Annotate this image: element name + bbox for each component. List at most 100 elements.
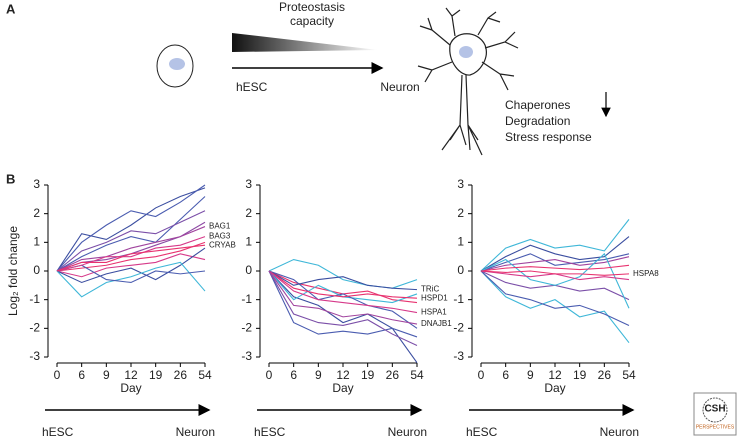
series-line [268, 270, 418, 299]
y-tick-label: -1 [453, 292, 464, 306]
series-line [56, 241, 206, 272]
gradient-wedge [232, 33, 378, 52]
panel-label: B [6, 171, 15, 186]
x-tick-label: 26 [598, 368, 612, 382]
y-tick-label: -1 [29, 292, 40, 306]
series-line [56, 244, 206, 272]
neuron [417, 7, 519, 156]
series-label: HSPD1 [421, 293, 448, 302]
x-tick-label: 9 [103, 368, 110, 382]
start-label: hESC [254, 425, 286, 439]
effect: Stress response [505, 130, 592, 144]
x-tick-label: 19 [361, 368, 375, 382]
y-tick-label: 1 [457, 235, 464, 249]
series-line [480, 256, 630, 272]
series-line [56, 187, 206, 272]
logo [693, 392, 737, 436]
series-line [480, 253, 630, 272]
y-tick-label: -2 [29, 321, 40, 335]
y-tick-label: -2 [241, 321, 252, 335]
x-tick-label: 6 [78, 368, 85, 382]
x-axis-label: Day [120, 381, 141, 395]
series-line [480, 270, 630, 326]
end-label: Neuron [380, 80, 419, 94]
x-tick-label: 9 [527, 368, 534, 382]
series-label: BAG3 [209, 232, 231, 241]
effect: Chaperones [505, 98, 570, 112]
y-tick-label: -1 [241, 292, 252, 306]
x-tick-label: 54 [622, 368, 636, 382]
x-tick-label: 0 [54, 368, 61, 382]
y-tick-label: -3 [241, 349, 252, 363]
series-line [480, 236, 630, 272]
series-line [56, 247, 206, 284]
logo-text: CSH [704, 404, 725, 415]
x-tick-label: 6 [502, 368, 509, 382]
x-tick-label: 19 [149, 368, 163, 382]
title-line: Proteostasis [279, 0, 345, 14]
series-label: BAG1 [209, 222, 231, 231]
x-tick-label: 9 [315, 368, 322, 382]
x-tick-label: 12 [336, 368, 350, 382]
y-tick-label: 0 [245, 263, 252, 277]
y-tick-label: 0 [33, 263, 40, 277]
end-label: Neuron [388, 425, 427, 439]
y-tick-label: -2 [453, 321, 464, 335]
title-line: capacity [290, 14, 334, 28]
y-axis-label: Log₂ fold change [6, 226, 20, 316]
series-line [268, 270, 418, 325]
series-line [268, 270, 418, 291]
series-line [480, 219, 630, 272]
x-axis-label: Day [544, 381, 565, 395]
series-line [56, 261, 206, 298]
end-label: Neuron [176, 425, 215, 439]
y-tick-label: -3 [29, 349, 40, 363]
series-line [56, 253, 206, 278]
series-label: HSPA1 [421, 308, 447, 317]
x-axis-label: Day [332, 381, 353, 395]
x-tick-label: 12 [124, 368, 138, 382]
series-line [56, 210, 206, 272]
series-line [480, 270, 630, 276]
logo-subtext: PERSPECTIVES [696, 424, 735, 430]
nucleus [169, 58, 185, 70]
x-tick-label: 54 [198, 368, 212, 382]
x-tick-label: 0 [478, 368, 485, 382]
y-tick-label: 2 [33, 206, 40, 220]
series-label: TRiC [421, 285, 439, 294]
y-tick-label: 2 [245, 206, 252, 220]
y-tick-label: 3 [245, 177, 252, 191]
logo-ring [702, 397, 728, 423]
start-label: hESC [42, 425, 74, 439]
series-line [56, 236, 206, 272]
x-tick-label: 26 [386, 368, 400, 382]
series-line [56, 226, 206, 272]
y-tick-label: 3 [33, 177, 40, 191]
series-line [480, 264, 630, 272]
series-line [56, 196, 206, 272]
series-line [268, 270, 418, 347]
series-line [56, 184, 206, 272]
series-line [480, 252, 630, 309]
series-line [268, 270, 418, 329]
start-label: hESC [466, 425, 498, 439]
x-tick-label: 19 [573, 368, 587, 382]
series-label: CRYAB [209, 240, 236, 249]
series-line [480, 270, 630, 344]
x-tick-label: 6 [290, 368, 297, 382]
y-tick-label: 1 [33, 235, 40, 249]
x-tick-label: 26 [174, 368, 188, 382]
y-tick-label: 0 [457, 263, 464, 277]
start-label: hESC [236, 80, 268, 94]
panel-label: A [6, 1, 16, 16]
nucleus [459, 46, 473, 58]
y-tick-label: 2 [457, 206, 464, 220]
x-tick-label: 0 [266, 368, 273, 382]
end-label: Neuron [600, 425, 639, 439]
y-tick-label: 1 [245, 235, 252, 249]
y-tick-label: 3 [457, 177, 464, 191]
series-line [268, 270, 418, 338]
series-label: DNAJB1 [421, 319, 452, 328]
effect: Degradation [505, 114, 570, 128]
